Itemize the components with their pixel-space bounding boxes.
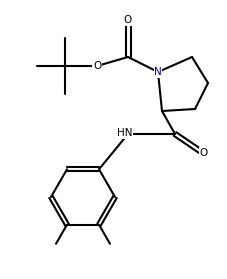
Text: N: N xyxy=(154,67,162,77)
Text: O: O xyxy=(93,61,101,71)
Text: O: O xyxy=(200,148,208,158)
Text: HN: HN xyxy=(117,128,133,138)
Text: O: O xyxy=(124,15,132,25)
